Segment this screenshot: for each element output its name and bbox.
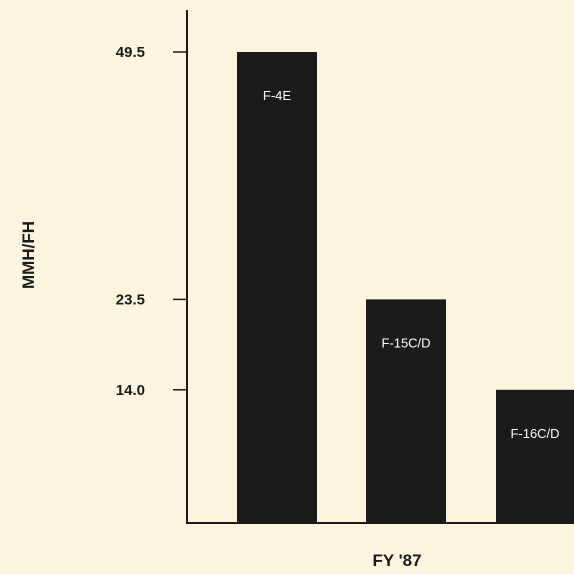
bar-label-f-4e: F-4E bbox=[263, 88, 292, 103]
bars-layer: F-4E F-15C/D F-16C/D bbox=[237, 52, 574, 523]
y-tick-label: 49.5 bbox=[116, 44, 145, 61]
y-tick-label: 14.0 bbox=[116, 382, 145, 399]
ticks-layer: 49.5 23.5 14.0 bbox=[116, 44, 187, 399]
bar-f-4e bbox=[237, 52, 317, 523]
bar-label-f-16c-d: F-16C/D bbox=[510, 426, 559, 441]
bar-f-16c-d bbox=[496, 389, 574, 523]
bar-f-15c-d bbox=[366, 299, 446, 523]
bar-label-f-15c-d: F-15C/D bbox=[381, 335, 430, 350]
y-axis-title: MMH/FH bbox=[19, 221, 38, 289]
x-axis-title: FY '87 bbox=[372, 551, 421, 570]
y-tick-label: 23.5 bbox=[116, 291, 145, 308]
